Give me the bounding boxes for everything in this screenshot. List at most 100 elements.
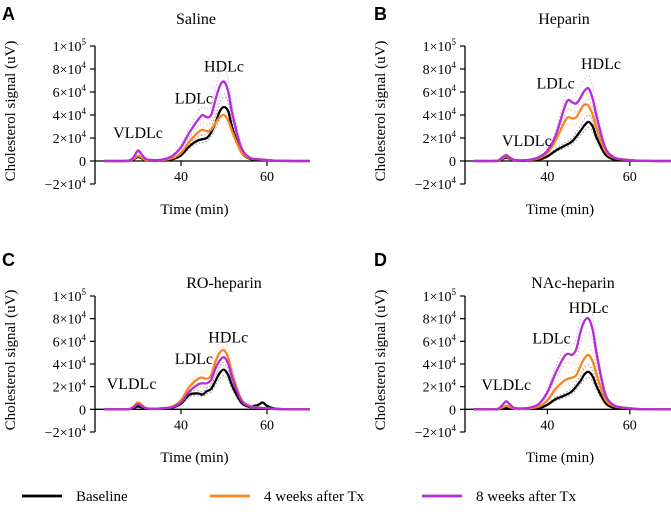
y-tick-label: −2×104 xyxy=(45,423,87,441)
legend-label: Baseline xyxy=(76,489,128,505)
y-tick-label: 1×105 xyxy=(53,287,87,305)
y-tick-label-exponent: 4 xyxy=(82,83,87,93)
individual-trace xyxy=(103,338,311,410)
y-tick-label-base: 4×10 xyxy=(53,109,82,124)
y-tick-label: 2×104 xyxy=(53,129,87,147)
panel-letter: B xyxy=(374,4,387,24)
y-tick-label-base: −2×10 xyxy=(415,426,452,441)
series-line-week8 xyxy=(103,80,311,163)
y-tick-label-exponent: 4 xyxy=(82,175,87,185)
individual-trace xyxy=(473,74,671,162)
y-tick-label-base: 1×10 xyxy=(423,290,452,305)
y-tick-label-exponent: 4 xyxy=(82,355,87,365)
y-tick-label-base: 2×10 xyxy=(423,381,452,396)
series-line-week8 xyxy=(473,316,671,411)
y-tick-label: 1×105 xyxy=(423,37,457,55)
legend: Baseline 4 weeks after Tx 8 weeks after Tx xyxy=(22,489,577,505)
y-axis-label: Cholesterol signal (uV) xyxy=(3,41,19,182)
peak-annotation: VLDLc xyxy=(481,377,531,394)
x-tick-label: 40 xyxy=(540,170,554,185)
y-tick-label-exponent: 4 xyxy=(452,310,457,320)
y-tick-label: 2×104 xyxy=(423,378,457,396)
x-tick-label: 60 xyxy=(260,418,274,433)
y-tick-label-exponent: 5 xyxy=(82,37,87,47)
y-tick-label-base: 1×10 xyxy=(423,40,452,55)
y-tick-label-base: 0 xyxy=(449,403,456,418)
y-tick-label: 1×105 xyxy=(53,37,87,55)
y-tick-label-exponent: 4 xyxy=(82,378,87,388)
y-tick-label-base: 4×10 xyxy=(423,358,452,373)
chart-panel-a: A Saline−2×10402×1044×1046×1048×1041×1054… xyxy=(2,4,311,218)
chart-title: Heparin xyxy=(538,11,590,28)
y-tick-label-base: 6×10 xyxy=(53,335,82,350)
peak-annotation: LDLc xyxy=(537,76,575,93)
y-tick-label: 8×104 xyxy=(423,60,457,78)
x-axis-label: Time (min) xyxy=(160,450,228,466)
y-tick-label-exponent: 4 xyxy=(452,129,457,139)
y-tick-label-exponent: 5 xyxy=(452,37,457,47)
y-tick-label: 6×104 xyxy=(423,83,457,101)
y-tick-label: 0 xyxy=(79,155,86,170)
x-axis-label: Time (min) xyxy=(526,450,594,466)
y-tick-label-exponent: 4 xyxy=(82,310,87,320)
y-tick-label-exponent: 4 xyxy=(82,106,87,116)
y-tick-label: −2×104 xyxy=(415,423,457,441)
chart-title: Saline xyxy=(176,11,216,28)
y-tick-label-base: 6×10 xyxy=(423,335,452,350)
y-tick-label-base: 0 xyxy=(449,155,456,170)
y-tick-label: 4×104 xyxy=(53,355,87,373)
y-tick-label-base: 8×10 xyxy=(423,313,452,328)
y-tick-label: 2×104 xyxy=(423,129,457,147)
individual-trace xyxy=(103,121,310,162)
peak-annotation: LDLc xyxy=(175,91,213,108)
y-tick-label-base: 4×10 xyxy=(53,358,82,373)
y-tick-label: 4×104 xyxy=(423,106,457,124)
y-axis-label: Cholesterol signal (uV) xyxy=(3,290,19,431)
y-tick-label-base: 2×10 xyxy=(53,132,82,147)
y-tick-label-exponent: 4 xyxy=(452,378,457,388)
peak-annotation: HDLc xyxy=(581,56,621,73)
y-tick-label-exponent: 5 xyxy=(82,287,87,297)
y-tick-label-exponent: 4 xyxy=(452,355,457,365)
y-tick-label-base: −2×10 xyxy=(415,178,452,193)
y-tick-label-exponent: 4 xyxy=(452,106,457,116)
y-tick-label-base: 0 xyxy=(79,155,86,170)
y-tick-label: 4×104 xyxy=(423,355,457,373)
individual-trace xyxy=(473,98,671,162)
panel-letter: A xyxy=(2,4,15,24)
y-tick-label-base: 2×10 xyxy=(423,132,452,147)
y-tick-label: 4×104 xyxy=(53,106,87,124)
x-tick-label: 60 xyxy=(623,170,637,185)
y-tick-label-exponent: 5 xyxy=(452,287,457,297)
y-tick-label: 8×104 xyxy=(53,60,87,78)
individual-trace xyxy=(473,114,671,162)
x-tick-label: 60 xyxy=(260,170,274,185)
y-axis-label: Cholesterol signal (uV) xyxy=(373,290,389,431)
y-tick-label-base: −2×10 xyxy=(45,178,82,193)
y-tick-label-exponent: 4 xyxy=(82,423,87,433)
y-tick-label: 0 xyxy=(449,155,456,170)
y-tick-label-exponent: 4 xyxy=(82,129,87,139)
y-tick-label-exponent: 4 xyxy=(82,332,87,342)
legend-label: 4 weeks after Tx xyxy=(264,489,365,505)
x-tick-label: 40 xyxy=(174,418,188,433)
x-tick-label: 40 xyxy=(174,170,188,185)
chart-panel-d: DNAc-heparin−2×10402×1044×1046×1048×1041… xyxy=(373,250,671,466)
x-tick-label: 60 xyxy=(623,418,637,433)
peak-annotation: VLDLc xyxy=(502,133,552,150)
y-tick-label-base: 4×10 xyxy=(423,109,452,124)
chart-panel-b: B Heparin−2×10402×1044×1046×1048×1041×105… xyxy=(373,4,671,218)
chart-title: RO-heparin xyxy=(186,275,262,292)
individual-trace xyxy=(473,331,671,410)
y-tick-label: 6×104 xyxy=(423,332,457,350)
y-tick-label-exponent: 4 xyxy=(452,60,457,70)
chart-title: NAc-heparin xyxy=(531,275,615,292)
y-tick-label: 0 xyxy=(79,403,86,418)
y-axis-label: Cholesterol signal (uV) xyxy=(373,41,389,182)
y-tick-label: 8×104 xyxy=(423,310,457,328)
legend-label: 8 weeks after Tx xyxy=(476,489,577,505)
series-line-week8 xyxy=(473,86,671,163)
peak-annotation: VLDLc xyxy=(107,376,157,393)
peak-annotation: HDLc xyxy=(204,58,244,75)
